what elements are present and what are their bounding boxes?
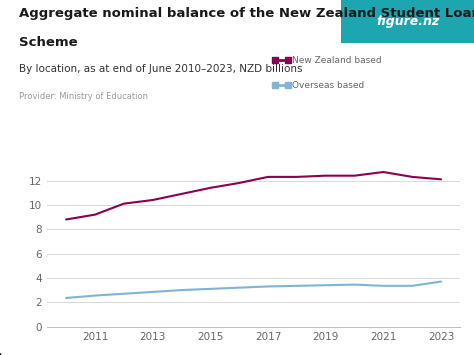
Text: New Zealand based: New Zealand based	[292, 56, 381, 65]
Text: Scheme: Scheme	[19, 36, 78, 49]
Text: figure.nz: figure.nz	[376, 15, 439, 28]
Text: Overseas based: Overseas based	[292, 81, 364, 90]
Text: Provider: Ministry of Education: Provider: Ministry of Education	[19, 92, 148, 101]
Text: By location, as at end of June 2010–2023, NZD billions: By location, as at end of June 2010–2023…	[19, 64, 302, 74]
Text: Aggregate nominal balance of the New Zealand Student Loan: Aggregate nominal balance of the New Zea…	[19, 7, 474, 20]
